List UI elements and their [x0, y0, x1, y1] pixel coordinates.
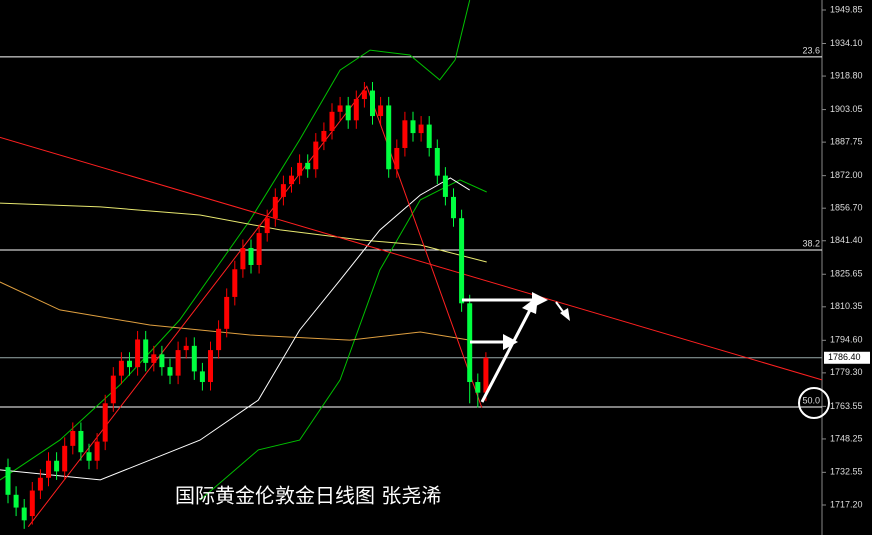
indicator-line [0, 177, 470, 481]
candle-body [297, 162, 303, 176]
candle-body [402, 120, 408, 148]
fib-label: 23.6 [802, 45, 820, 55]
y-tick-label: 1949.85 [830, 4, 863, 14]
candle-body [459, 218, 465, 304]
candle-body [94, 441, 100, 461]
candle-body [313, 141, 319, 170]
y-tick-label: 1732.55 [830, 467, 863, 477]
candle-body [5, 467, 11, 495]
candle-body [118, 360, 124, 376]
y-tick-label: 1856.70 [830, 203, 863, 213]
indicator-line [0, 136, 823, 381]
candle-body [370, 90, 375, 117]
candle-body [46, 460, 51, 478]
candle-body [451, 196, 456, 219]
candle-body [151, 354, 157, 363]
candle-body [337, 105, 343, 112]
chart-title: 国际黄金伦敦金日线图 张尧浠 [175, 484, 441, 508]
current-price-box [824, 351, 870, 364]
candle-body [29, 490, 35, 517]
fib-label: 50.0 [802, 395, 820, 405]
y-tick-label: 1841.40 [830, 235, 863, 245]
candle-body [410, 120, 416, 134]
candle-body [54, 460, 60, 472]
candle-body [135, 339, 141, 368]
candle-body [191, 345, 197, 372]
indicator-line [27, 85, 483, 528]
candle-body [280, 184, 286, 197]
y-tick-label: 1872.00 [830, 170, 863, 180]
plot-layer [0, 0, 823, 529]
arrow-head [522, 296, 538, 314]
candle-body [127, 360, 132, 368]
y-tick-label: 1779.30 [830, 367, 863, 377]
candle-body [305, 162, 311, 170]
candle-body [183, 345, 189, 351]
candle-body [13, 494, 19, 508]
indicator-line [199, 179, 487, 501]
candle-body [434, 147, 440, 176]
candle-body [321, 130, 327, 142]
candle-body [289, 175, 294, 185]
candle-body [102, 403, 108, 442]
annotation-arrows [462, 292, 570, 403]
current-price-label: 1786.40 [828, 352, 861, 362]
candle-body [208, 350, 213, 383]
arrow [480, 309, 532, 403]
candle-body [248, 247, 254, 265]
candle-body [353, 99, 359, 121]
y-tick-label: 1763.55 [830, 401, 863, 411]
candle-body [264, 218, 270, 234]
arrow-head [560, 308, 570, 321]
highlight-circle [798, 387, 830, 419]
candle-body [70, 430, 76, 446]
candle-body [199, 371, 205, 383]
candle-body [143, 339, 149, 363]
candle-body [216, 328, 222, 351]
candle-body [224, 296, 230, 329]
candle-body [345, 105, 351, 121]
candle-body [329, 111, 335, 131]
indicator-line [0, 202, 487, 263]
indicator-line [0, 0, 471, 481]
y-tick-label: 1887.75 [830, 137, 863, 147]
candle-body [475, 382, 481, 393]
y-tick-label: 1934.10 [830, 38, 863, 48]
candle-body [86, 452, 92, 461]
candle-body [110, 375, 116, 404]
indicator-line [0, 281, 470, 341]
candle-body [78, 430, 84, 453]
candle-body [467, 303, 473, 383]
candle-body [21, 507, 27, 521]
y-tick-label: 1717.20 [830, 499, 863, 509]
arrow-head [503, 334, 518, 350]
candle-body [240, 247, 246, 270]
candle-body [418, 124, 424, 134]
candle-body [442, 175, 448, 197]
fib-label: 38.2 [802, 238, 820, 248]
candle-body [232, 269, 238, 297]
candle-body [378, 105, 384, 117]
arrow [555, 301, 565, 314]
candle-body [394, 147, 400, 170]
candle-body [62, 445, 68, 472]
candle-body [175, 350, 181, 376]
candle-body [386, 105, 392, 170]
candle-body [256, 233, 262, 265]
y-tick-label: 1903.05 [830, 104, 863, 114]
y-tick-label: 1748.25 [830, 433, 863, 443]
candle-body [483, 357, 489, 393]
candle-body [361, 90, 367, 100]
y-tick-label: 1918.80 [830, 70, 863, 80]
y-tick-label: 1825.65 [830, 269, 863, 279]
candle-body [159, 354, 165, 368]
candle-body [37, 477, 43, 491]
y-tick-label: 1810.35 [830, 301, 863, 311]
candle-body [272, 196, 278, 219]
y-tick-label: 1794.60 [830, 335, 863, 345]
candle-body [167, 367, 173, 376]
candle-body [426, 124, 432, 148]
